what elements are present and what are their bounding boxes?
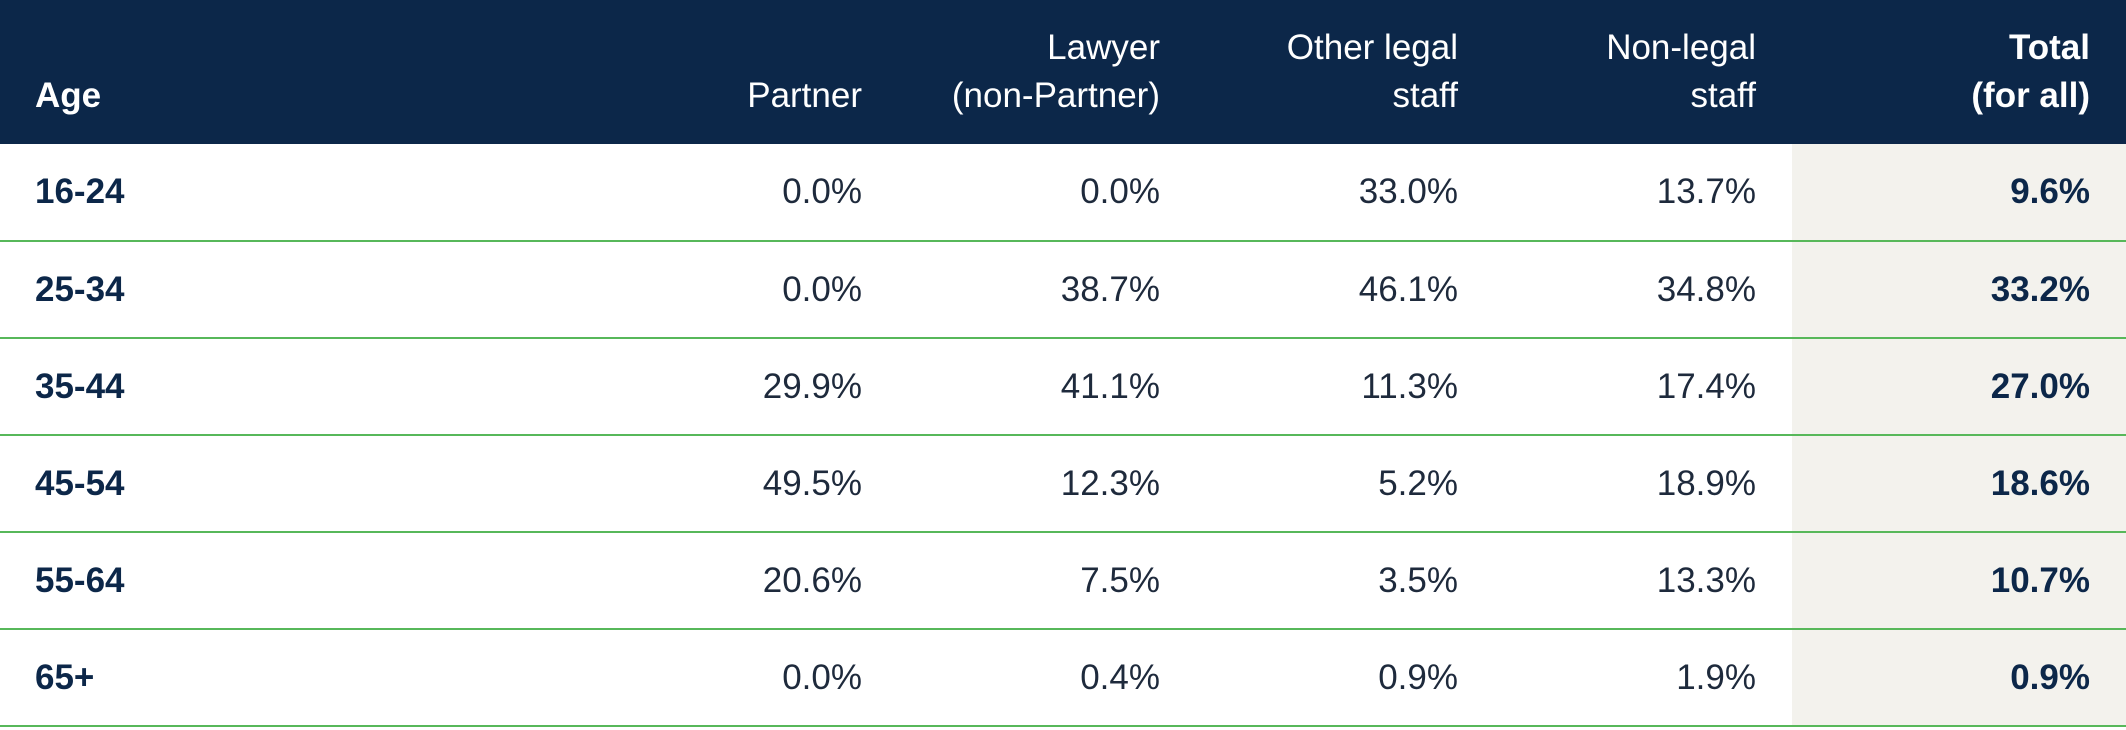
lawyer-cell: 38.7% xyxy=(898,241,1196,339)
header-age: Age xyxy=(0,0,600,144)
partner-cell: 0.0% xyxy=(600,144,898,242)
total-cell: 27.0% xyxy=(1792,338,2126,436)
lawyer-cell: 41.1% xyxy=(898,338,1196,436)
table-row: 55-64 20.6% 7.5% 3.5% 13.3% 10.7% xyxy=(0,532,2126,630)
partner-cell: 49.5% xyxy=(600,435,898,533)
total-cell: 33.2% xyxy=(1792,241,2126,339)
table-row: 25-34 0.0% 38.7% 46.1% 34.8% 33.2% xyxy=(0,241,2126,339)
table-row: 16-24 0.0% 0.0% 33.0% 13.7% 9.6% xyxy=(0,144,2126,242)
lawyer-cell: 12.3% xyxy=(898,435,1196,533)
header-lawyer: Lawyer (non-Partner) xyxy=(898,0,1196,144)
non-legal-cell: 34.8% xyxy=(1494,241,1792,339)
header-non-legal-line-2: staff xyxy=(1690,76,1756,115)
header-row: Age Partner Lawyer (non-Partner) Other l… xyxy=(0,0,2126,144)
header-other-legal-line-2: staff xyxy=(1392,76,1458,115)
header-total-line-2: (for all) xyxy=(1971,76,2090,115)
lawyer-cell: 7.5% xyxy=(898,532,1196,630)
age-cell: 45-54 xyxy=(0,435,600,533)
header-other-legal-staff: Other legal staff xyxy=(1196,0,1494,144)
non-legal-cell: 13.7% xyxy=(1494,144,1792,242)
table-body: 16-24 0.0% 0.0% 33.0% 13.7% 9.6% 25-34 0… xyxy=(0,144,2126,727)
age-cell: 35-44 xyxy=(0,338,600,436)
header-other-legal-line-1: Other legal xyxy=(1286,28,1458,67)
total-cell: 0.9% xyxy=(1792,629,2126,727)
age-cell: 16-24 xyxy=(0,144,600,242)
total-cell: 18.6% xyxy=(1792,435,2126,533)
age-cell: 55-64 xyxy=(0,532,600,630)
header-lawyer-line-1: Lawyer xyxy=(1047,28,1160,67)
table-row: 35-44 29.9% 41.1% 11.3% 17.4% 27.0% xyxy=(0,338,2126,436)
other-legal-cell: 5.2% xyxy=(1196,435,1494,533)
header-total: Total (for all) xyxy=(1792,0,2126,144)
header-lawyer-line-2: (non-Partner) xyxy=(951,76,1160,115)
header-partner-line-1: Partner xyxy=(747,76,862,115)
header-total-line-1: Total xyxy=(2008,28,2090,67)
other-legal-cell: 33.0% xyxy=(1196,144,1494,242)
partner-cell: 0.0% xyxy=(600,241,898,339)
other-legal-cell: 3.5% xyxy=(1196,532,1494,630)
table-header: Age Partner Lawyer (non-Partner) Other l… xyxy=(0,0,2126,144)
table-row: 45-54 49.5% 12.3% 5.2% 18.9% 18.6% xyxy=(0,435,2126,533)
total-cell: 10.7% xyxy=(1792,532,2126,630)
header-age-line-1: Age xyxy=(35,76,102,115)
lawyer-cell: 0.0% xyxy=(898,144,1196,242)
non-legal-cell: 1.9% xyxy=(1494,629,1792,727)
non-legal-cell: 18.9% xyxy=(1494,435,1792,533)
total-cell: 9.6% xyxy=(1792,144,2126,242)
header-non-legal-line-1: Non-legal xyxy=(1606,28,1756,67)
other-legal-cell: 46.1% xyxy=(1196,241,1494,339)
partner-cell: 20.6% xyxy=(600,532,898,630)
non-legal-cell: 17.4% xyxy=(1494,338,1792,436)
header-non-legal-staff: Non-legal staff xyxy=(1494,0,1792,144)
table-row: 65+ 0.0% 0.4% 0.9% 1.9% 0.9% xyxy=(0,629,2126,727)
age-cell: 65+ xyxy=(0,629,600,727)
lawyer-cell: 0.4% xyxy=(898,629,1196,727)
non-legal-cell: 13.3% xyxy=(1494,532,1792,630)
other-legal-cell: 0.9% xyxy=(1196,629,1494,727)
age-cell: 25-34 xyxy=(0,241,600,339)
other-legal-cell: 11.3% xyxy=(1196,338,1494,436)
header-partner: Partner xyxy=(600,0,898,144)
partner-cell: 29.9% xyxy=(600,338,898,436)
partner-cell: 0.0% xyxy=(600,629,898,727)
